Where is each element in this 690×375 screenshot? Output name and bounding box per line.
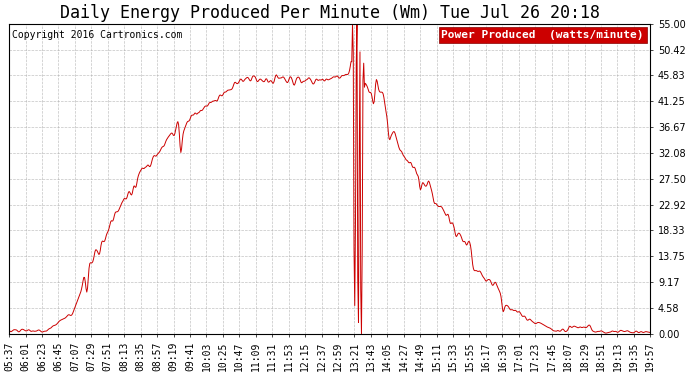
Title: Daily Energy Produced Per Minute (Wm) Tue Jul 26 20:18: Daily Energy Produced Per Minute (Wm) Tu… <box>60 4 600 22</box>
Text: Copyright 2016 Cartronics.com: Copyright 2016 Cartronics.com <box>12 30 183 40</box>
Text: Power Produced  (watts/minute): Power Produced (watts/minute) <box>442 30 644 40</box>
